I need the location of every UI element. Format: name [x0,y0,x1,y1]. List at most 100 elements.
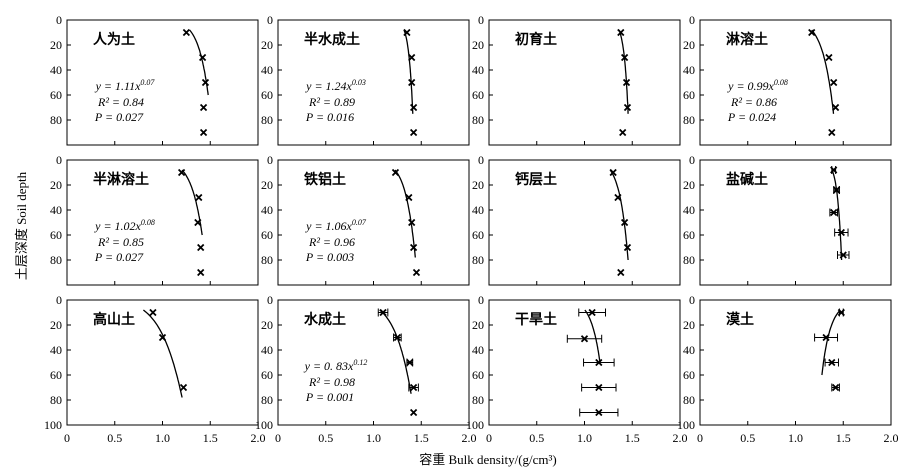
x-tick-label: 2.0 [251,431,266,445]
y-tick-label: 60 [261,228,273,242]
data-point [409,383,418,392]
y-tick-label: 80 [472,393,484,407]
fit-curve [189,29,209,96]
panel-3: 0 20 40 60 80 初育土 [472,13,681,146]
y-tick-label: 20 [472,38,484,52]
y-tick-label: 0 [56,293,62,307]
y-tick-label: 40 [261,203,273,217]
data-point [588,308,596,317]
data-point [408,53,416,62]
y-tick-label: 0 [478,153,484,167]
data-point [832,186,841,194]
fit-r2: R² = 0.86 [730,95,777,109]
y-tick-label: 60 [683,228,695,242]
panel-title: 水成土 [304,311,346,328]
fit-r2: R² = 0.98 [308,375,355,389]
y-tick-label: 40 [50,343,62,357]
panel-6: 0 20 40 60 80 铁铝土 y = 1.06x0.07 R² = 0.96P = 0.… [261,153,470,286]
data-point [199,103,208,112]
data-point [158,333,167,342]
data-point [595,383,603,392]
data-point [830,166,838,174]
fit-curve [821,309,841,376]
y-tick-label: 80 [50,113,62,127]
x-tick-label: 1.0 [366,431,381,445]
y-tick-label: 80 [472,253,484,267]
data-point [808,28,816,37]
fit-equation: y = 1.06x0.07 [305,218,367,233]
panel-title: 钙层土 [515,171,557,188]
y-tick-label: 80 [683,253,695,267]
y-tick-label: 20 [50,38,62,52]
data-point [595,358,603,367]
y-tick-label: 60 [472,368,484,382]
data-point [201,78,210,87]
data-point [620,53,629,62]
data-point [822,333,830,342]
y-tick-label: 80 [683,393,695,407]
panel-4: 0 20 40 60 80 淋溶土 y = 0.99x0.08 R² = 0.86P = 0.… [683,13,892,146]
data-point [620,218,629,227]
y-tick-label: 20 [50,178,62,192]
y-tick-label: 40 [683,203,695,217]
data-point [412,268,421,277]
data-point [408,218,416,227]
y-tick-label: 0 [689,13,695,27]
data-point [406,358,414,367]
x-tick-label: 1.5 [203,431,218,445]
y-tick-label: 80 [261,113,273,127]
fit-equation: y = 0.99x0.08 [727,78,788,93]
fit-curve [609,169,629,261]
y-tick-label: 20 [472,318,484,332]
y-tick-label: 0 [267,153,273,167]
panel-2: 0 20 40 60 80 半水成土 y = 1.24x0.03 R² = 0.89P = 0… [261,13,470,146]
data-point [617,268,625,277]
y-tick-label: 40 [50,203,62,217]
data-point [182,28,191,37]
y-tick-label: 40 [472,343,484,357]
panel-title: 铁铝土 [304,171,346,188]
data-point [393,333,402,342]
data-point [623,103,632,112]
fit-p-value: P = 0.016 [305,110,354,124]
y-tick-label: 60 [50,368,62,382]
data-point [619,128,627,137]
data-point [837,308,845,317]
data-point [595,408,603,417]
fit-curve [142,309,183,398]
x-tick-label: 0 [64,431,70,445]
y-tick-label: 80 [683,113,695,127]
data-point [825,53,833,62]
data-point [177,168,186,177]
x-tick-label: 0.5 [107,431,122,445]
data-point [622,78,631,87]
y-tick-label: 20 [261,38,273,52]
y-tick-label: 0 [478,293,484,307]
fit-equation: y = 1.24x0.03 [305,78,366,93]
panel-1: 0 20 40 60 80 人为土 y = 1.11x0.07 R² = 0.84P = 0.… [50,13,259,146]
fit-equation: y = 0. 83x0.12 [304,358,368,373]
y-tick-label: 40 [472,63,484,77]
data-point [409,243,418,252]
data-point [391,168,400,177]
panel-title: 漠土 [726,311,754,328]
y-tick-label: 60 [261,368,273,382]
panel-5: 0 20 40 60 80 半淋溶土 y = 1.02x0.08 R² = 0.85P = 0… [50,153,259,286]
y-tick-label: 0 [689,153,695,167]
y-tick-label: 60 [683,88,695,102]
x-tick-label: 2.0 [462,431,477,445]
panel-7: 0 20 40 60 80 钙层土 [472,153,681,286]
data-point [837,228,845,237]
panel-title: 初育土 [515,31,557,48]
y-tick-label: 20 [261,318,273,332]
y-tick-label: 0 [56,153,62,167]
y-tick-label: 40 [261,343,273,357]
fit-p-value: P = 0.024 [727,110,776,124]
data-point [830,208,838,217]
data-point [379,308,387,317]
y-tick-label: 0 [689,293,695,307]
